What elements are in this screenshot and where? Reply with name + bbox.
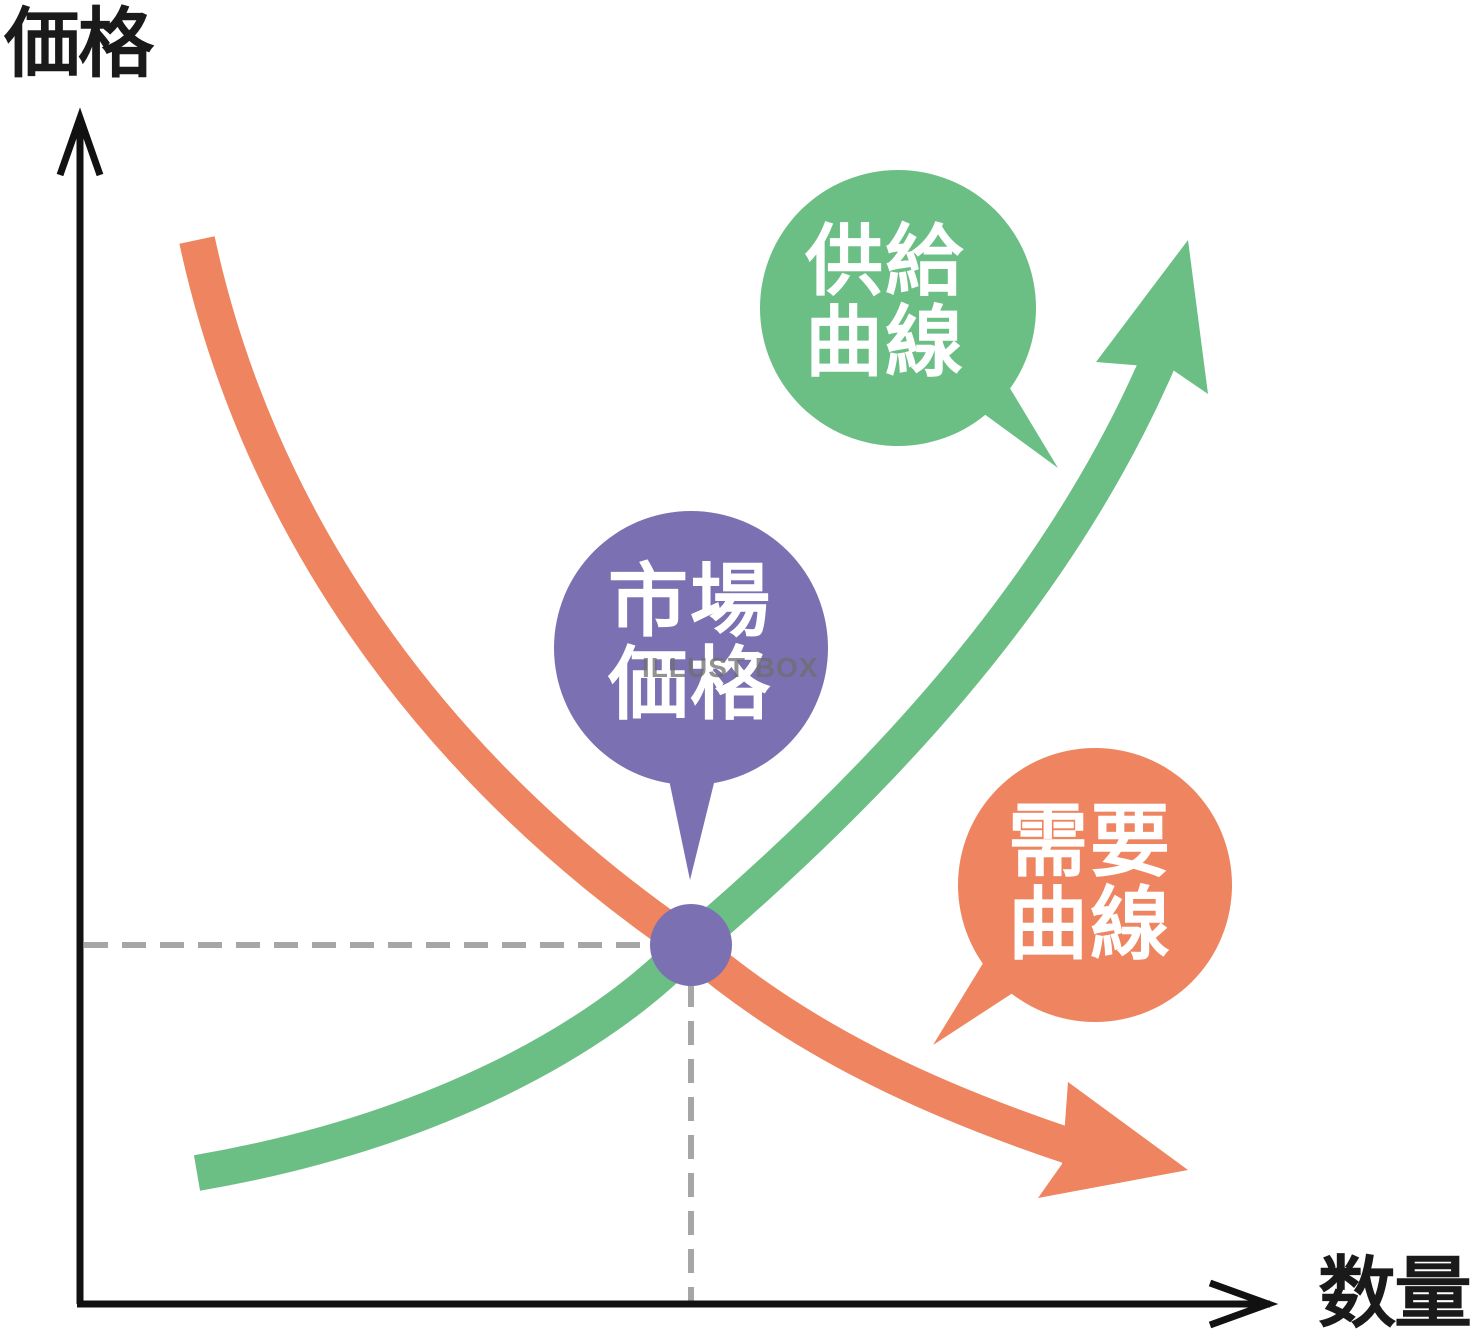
market-price-bubble [554,511,828,880]
market-price-label: 市場 価格 [576,555,804,732]
supply-label-line-2: 曲線 [804,298,965,389]
supply-curve-bubble [760,170,1058,468]
y-axis-arrow-head [56,107,104,177]
demand-curve-bubble [933,748,1232,1045]
supply-curve-label: 供給 曲線 [776,217,994,389]
demand-label-line-1: 需要 [1008,795,1172,888]
x-axis-label: 数量 [1318,1249,1472,1339]
watermark: ILLUST BOX [642,652,819,683]
equilibrium-point [650,904,732,986]
demand-label-line-2: 曲線 [1008,878,1172,972]
market-label-line-2: 価格 [608,638,772,732]
supply-curve-arrow-head [1096,240,1208,394]
demand-curve-label: 需要 曲線 [978,795,1202,972]
x-axis-arrow-head [1208,1279,1279,1329]
market-label-line-1: 市場 [608,555,772,648]
y-axis-label: 価格 [4,0,154,88]
supply-label-line-1: 供給 [804,217,965,307]
demand-curve-arrow-head [1038,1082,1188,1198]
demand-curve [179,236,1081,1166]
